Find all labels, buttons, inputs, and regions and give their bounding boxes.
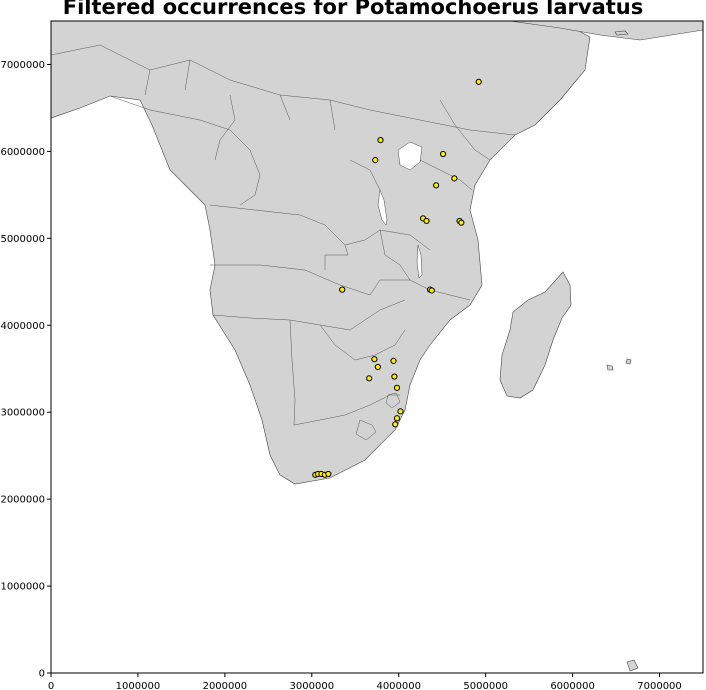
x-tick-label: 4000000: [376, 681, 421, 690]
x-tick-label: 0: [48, 681, 54, 690]
lake-malawi: [416, 244, 423, 279]
map-title: Filtered occurrences for Potamochoerus l…: [62, 0, 644, 19]
lake-tanganyika: [377, 189, 388, 226]
y-tick-label: 1000000: [0, 582, 45, 593]
x-axis: 0 1000000 2000000 3000000 4000000 5000000 6000…: [48, 673, 682, 690]
y-tick-label: 7000000: [0, 60, 45, 71]
occurrence-point: [428, 287, 435, 294]
y-tick-label: 6000000: [0, 147, 45, 158]
occurrence-point: [339, 286, 346, 293]
occurrence-point: [458, 219, 465, 226]
occurrence-point: [391, 373, 398, 380]
y-axis: 0 1000000 2000000 3000000 4000000 5000000 6000…: [0, 60, 51, 680]
occurrence-point: [397, 408, 404, 415]
y-tick-label: 0: [39, 669, 45, 680]
occurrence-point: [393, 384, 401, 391]
y-tick-label: 2000000: [0, 495, 45, 506]
occurrence-point: [371, 356, 378, 363]
x-tick-label: 6000000: [550, 681, 595, 690]
occurrence-point: [325, 470, 332, 478]
mauritius-island: [606, 364, 614, 371]
x-tick-label: 7000000: [637, 681, 682, 690]
occurrence-points: [312, 78, 482, 478]
y-tick-label: 3000000: [0, 408, 45, 419]
x-tick-label: 3000000: [290, 681, 335, 690]
kerguelen-islands: [626, 659, 639, 672]
occurrence-point: [423, 217, 430, 225]
reunion-island: [625, 358, 632, 365]
occurrence-point: [374, 363, 381, 371]
occurrence-point: [393, 415, 401, 422]
x-tick-label: 5000000: [463, 681, 508, 690]
y-tick-label: 5000000: [0, 234, 45, 245]
socotra-island: [614, 30, 629, 36]
y-tick-label: 4000000: [0, 321, 45, 332]
occurrence-point: [475, 78, 482, 85]
occurrence-point: [366, 375, 373, 382]
madagascar: [499, 271, 572, 399]
africa-landmass: [51, 21, 591, 485]
x-tick-label: 1000000: [116, 681, 161, 690]
basemap: [51, 21, 703, 672]
x-tick-label: 2000000: [203, 681, 248, 690]
occurrence-point: [439, 150, 447, 158]
country-borders: [51, 44, 516, 441]
occurrence-point: [451, 175, 458, 182]
plot-frame: [50, 20, 704, 674]
occurrence-point: [392, 421, 399, 428]
arabian-peninsula: [509, 21, 703, 41]
occurrence-point: [433, 182, 440, 189]
occurrence-point: [390, 357, 397, 365]
occurrence-point: [377, 136, 384, 144]
lake-victoria: [397, 141, 423, 171]
occurrence-point: [372, 156, 379, 164]
